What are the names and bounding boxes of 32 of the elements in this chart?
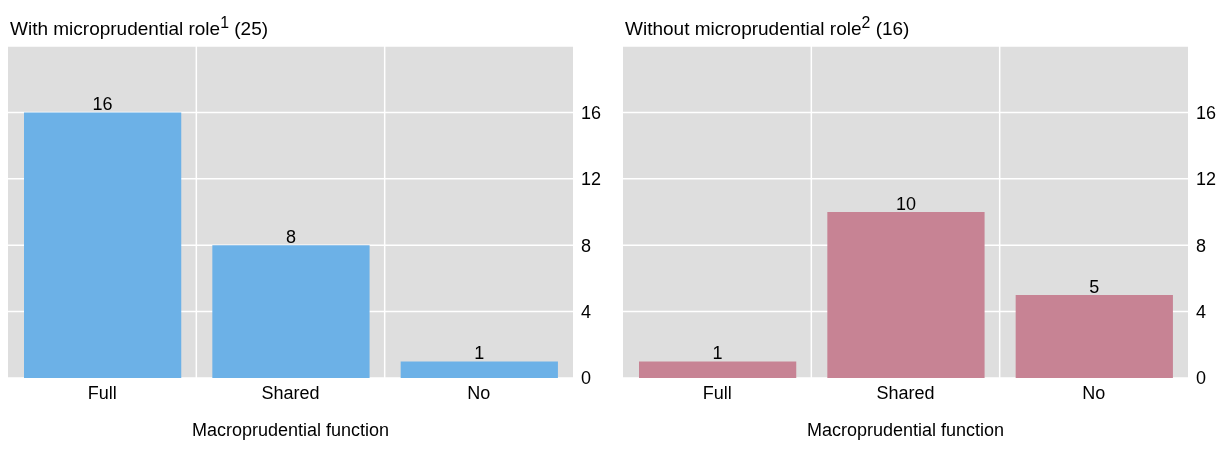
x-axis-title: Macroprudential function <box>191 420 390 440</box>
y-tick-label: 4 <box>581 301 592 322</box>
bar <box>1015 295 1173 378</box>
y-tick-label: 0 <box>1196 368 1207 389</box>
data-label: 5 <box>1089 277 1100 297</box>
data-label: 16 <box>92 94 113 115</box>
x-axis-title: Macroprudential function <box>806 420 1005 440</box>
x-tick-label: No <box>1082 382 1106 403</box>
chart-title: Without microprudential role$^{2}$ (16) <box>624 13 911 40</box>
data-label: 10 <box>895 194 916 214</box>
x-tick-label: Shared <box>876 382 935 403</box>
y-tick-label: 16 <box>581 102 602 123</box>
bar <box>400 361 558 378</box>
y-tick-label: 12 <box>1196 169 1217 190</box>
bar <box>827 212 985 378</box>
x-tick-label: Full <box>87 382 117 403</box>
y-tick-label: 4 <box>1196 301 1207 322</box>
y-tick-label: 16 <box>1196 102 1217 123</box>
y-tick-label: 0 <box>581 368 592 389</box>
x-tick-label: Full <box>702 382 732 403</box>
y-tick-label: 8 <box>1196 235 1207 256</box>
y-tick-label: 8 <box>581 235 592 256</box>
data-label: 8 <box>285 227 296 248</box>
bar <box>24 112 182 378</box>
y-tick-label: 12 <box>581 169 602 190</box>
bar <box>639 361 797 378</box>
data-label: 1 <box>474 343 485 364</box>
x-tick-label: No <box>467 382 491 403</box>
chart-title: With microprudential role$^{1}$ (25) <box>9 13 270 40</box>
data-label: 1 <box>712 343 723 364</box>
bar <box>212 245 370 378</box>
x-tick-label: Shared <box>261 382 320 403</box>
